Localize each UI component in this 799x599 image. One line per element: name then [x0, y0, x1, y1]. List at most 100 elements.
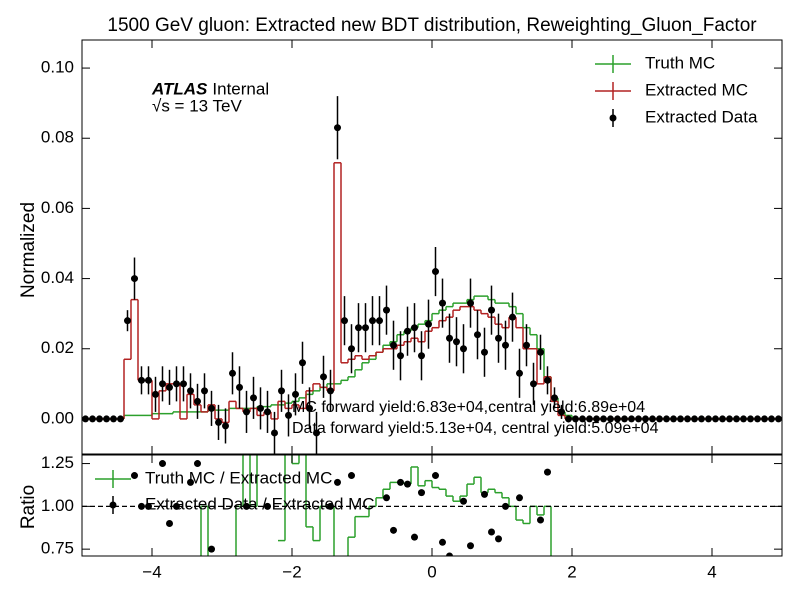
data-point: [264, 408, 271, 416]
status-label: Internal: [212, 79, 269, 98]
data-point: [103, 415, 110, 423]
data-point: [621, 415, 628, 423]
data-point: [684, 415, 691, 423]
data-point: [334, 124, 341, 132]
data-point: [348, 345, 355, 353]
legend-label: Truth MC: [645, 53, 715, 72]
data-point: [649, 415, 656, 423]
overlay: 0.00 0.02 0.04 0.06 0.08 0.10 Truth MC Extracte…: [41, 40, 782, 581]
data-point: [614, 415, 621, 423]
data-point: [537, 516, 544, 524]
ratio-axis-label: Ratio: [18, 485, 39, 529]
legend-swatch: [109, 501, 117, 509]
y-tick-label: 1.25: [41, 453, 74, 472]
data-point: [516, 494, 523, 502]
data-point: [131, 275, 138, 283]
data-point: [747, 415, 754, 423]
data-point: [383, 494, 390, 502]
data-point: [404, 327, 411, 335]
data-point: [145, 376, 152, 384]
data-point: [740, 415, 747, 423]
data-point: [656, 415, 663, 423]
data-point: [369, 317, 376, 325]
data-point: [509, 313, 516, 321]
experiment-label: ATLAS: [151, 79, 208, 98]
ratio-frame: [81, 454, 783, 557]
data-point: [719, 415, 726, 423]
data-point: [348, 472, 355, 480]
data-point: [131, 472, 138, 480]
data-point: [376, 317, 383, 325]
data-point: [292, 390, 299, 398]
x-tick-label: 2: [567, 562, 576, 581]
data-point: [285, 411, 292, 419]
x-tick-label: 4: [707, 562, 716, 581]
data-point: [243, 408, 250, 416]
data-point: [166, 519, 173, 527]
data-point: [383, 306, 390, 314]
y-tick-label: 0.06: [41, 198, 74, 217]
data-point: [467, 299, 474, 307]
data-point: [733, 415, 740, 423]
data-point: [544, 376, 551, 384]
data-point: [481, 490, 488, 498]
data-point: [201, 387, 208, 395]
data-point: [411, 533, 418, 541]
data-point: [89, 415, 96, 423]
data-point: [173, 380, 180, 388]
data-point: [397, 352, 404, 360]
data-point: [194, 460, 201, 468]
legend-label: Extracted MC: [645, 80, 748, 99]
data-point: [516, 369, 523, 377]
data-point: [159, 380, 166, 388]
data-point: [187, 387, 194, 395]
data-point: [320, 373, 327, 381]
data-point: [677, 415, 684, 423]
data-point: [432, 472, 439, 480]
data-point: [404, 480, 411, 488]
legend-swatch: [609, 114, 617, 122]
main-plot-area: [82, 96, 782, 454]
data-point: [110, 415, 117, 423]
x-tick-label: −4: [142, 562, 161, 581]
data-point: [502, 502, 509, 510]
data-point: [124, 317, 131, 325]
data-point: [439, 299, 446, 307]
data-point: [467, 542, 474, 550]
data-point: [593, 415, 600, 423]
data-point: [551, 394, 558, 402]
y-tick-label: 0.08: [41, 128, 74, 147]
x-tick-label: 0: [427, 562, 436, 581]
data-point: [341, 317, 348, 325]
data-point: [698, 415, 705, 423]
data-point: [572, 415, 579, 423]
data-point: [754, 415, 761, 423]
main-frame: [81, 39, 783, 455]
data-point: [502, 341, 509, 349]
data-point: [474, 331, 481, 339]
data-point: [418, 352, 425, 360]
data-point: [600, 415, 607, 423]
data-point: [432, 268, 439, 276]
data-point: [460, 497, 467, 505]
data-point: [453, 338, 460, 346]
data-point: [488, 528, 495, 536]
data-point: [544, 468, 551, 476]
data-point: [166, 383, 173, 391]
data-point: [565, 415, 572, 423]
data-point: [670, 415, 677, 423]
legend-label: Extracted Data / Extracted MC: [145, 494, 375, 513]
data-point: [222, 422, 229, 430]
data-point: [663, 415, 670, 423]
data-point: [271, 429, 278, 437]
data-point: [96, 415, 103, 423]
data-point: [187, 478, 194, 486]
data-point: [495, 535, 502, 543]
data-point: [355, 324, 362, 332]
chart-title: 1500 GeV gluon: Extracted new BDT distri…: [107, 15, 757, 36]
data-point: [705, 415, 712, 423]
data-point: [481, 348, 488, 356]
data-point: [418, 489, 425, 497]
